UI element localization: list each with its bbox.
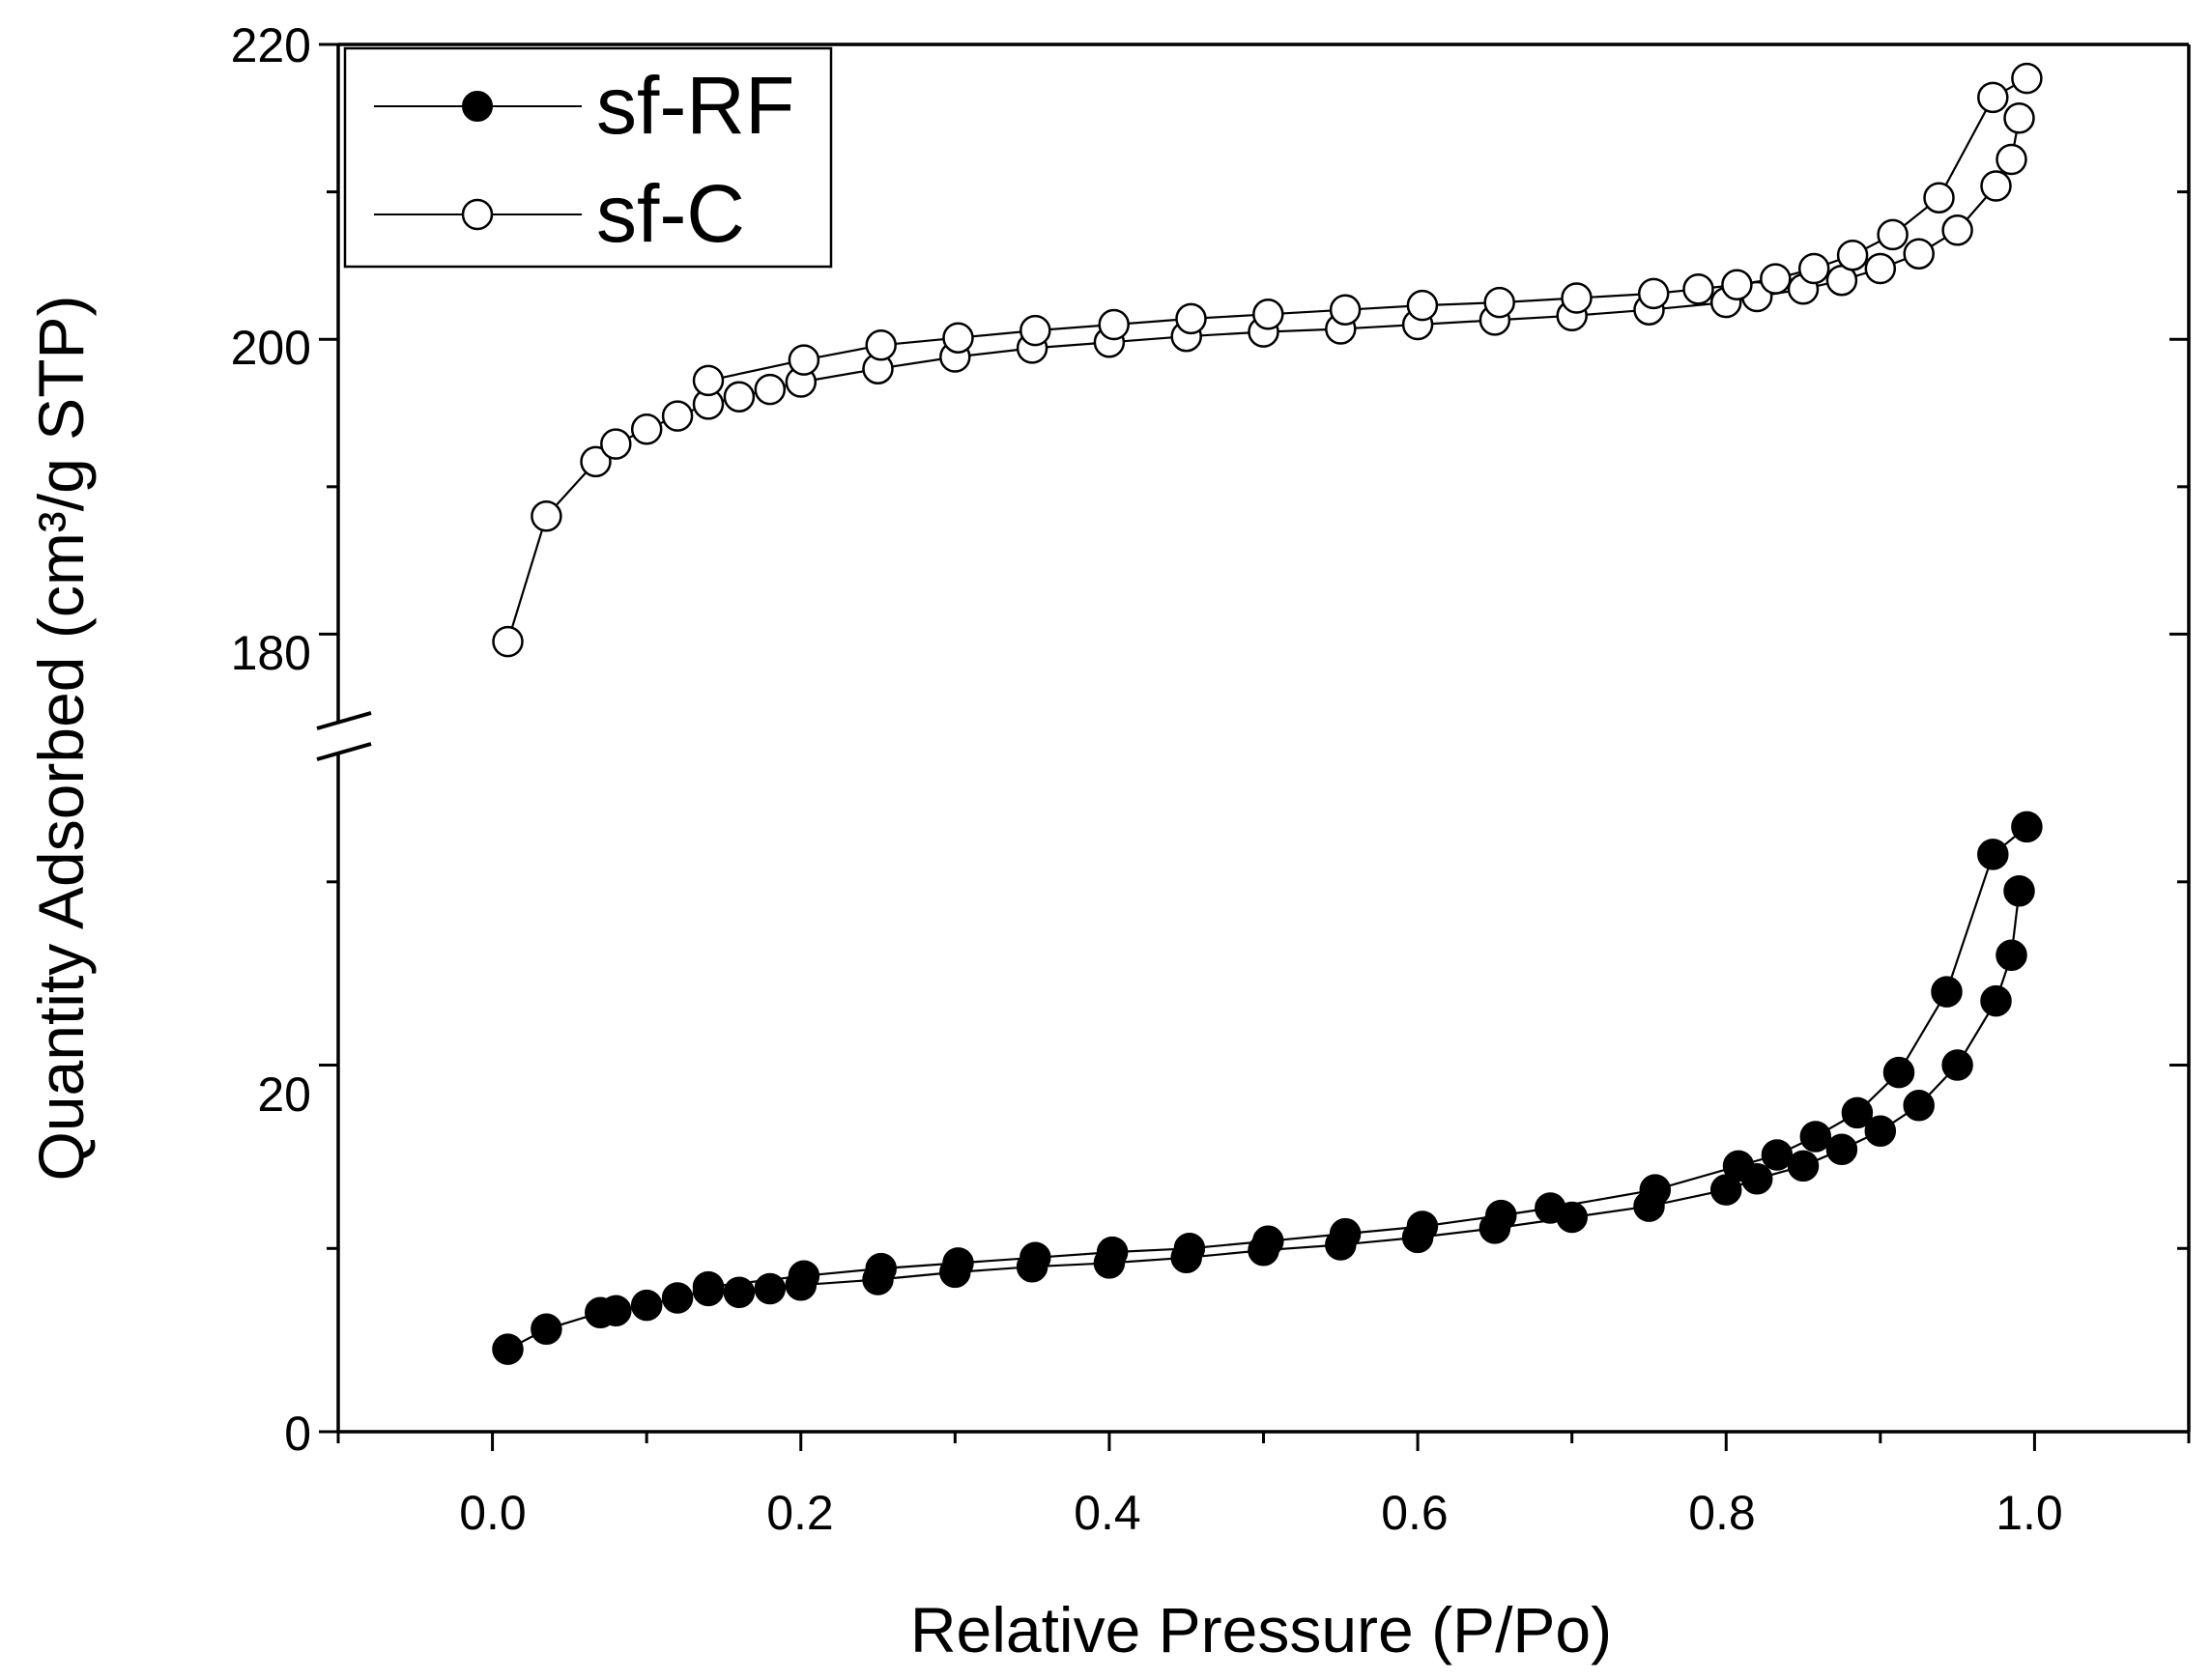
data-point-sf-rf-desorption xyxy=(1019,1241,1051,1274)
data-point-sf-c-desorption xyxy=(1483,286,1515,319)
data-point-sf-c-desorption xyxy=(2011,62,2043,95)
data-point-sf-rf-desorption xyxy=(1931,976,1963,1008)
data-point-sf-c-desorption xyxy=(1019,314,1051,347)
data-point-sf-c-adsorption xyxy=(723,381,756,413)
data-point-sf-c-adsorption xyxy=(661,400,694,432)
data-point-sf-c-desorption xyxy=(1836,239,1869,271)
data-point-sf-c-adsorption xyxy=(1941,214,1973,246)
x-tick-label: 0.2 xyxy=(766,1486,834,1540)
y-tick-labels: 0 20 180 200 220 xyxy=(231,18,311,1461)
data-point-sf-rf-desorption xyxy=(865,1252,897,1285)
data-point-sf-c-desorption xyxy=(1682,273,1714,305)
data-point-sf-rf-desorption xyxy=(788,1260,820,1292)
data-point-sf-rf-adsorption xyxy=(1941,1049,1973,1081)
data-point-sf-rf-desorption xyxy=(1841,1096,1874,1129)
data-point-sf-c-adsorption xyxy=(1996,143,2027,176)
data-point-sf-rf-desorption xyxy=(692,1270,725,1303)
data-point-sf-rf-desorption xyxy=(1639,1174,1672,1206)
y-tick-label: 0 xyxy=(284,1407,311,1461)
data-point-sf-rf-adsorption xyxy=(1903,1090,1935,1122)
y-tick-label: 220 xyxy=(231,18,311,72)
data-point-sf-rf-adsorption xyxy=(723,1276,756,1309)
data-point-sf-c-desorption xyxy=(1561,282,1593,314)
data-point-sf-c-adsorption xyxy=(754,373,787,406)
data-point-sf-rf-adsorption xyxy=(600,1295,632,1327)
data-point-sf-rf-desorption xyxy=(1173,1233,1206,1265)
data-point-sf-c-desorption xyxy=(1637,277,1670,310)
x-tick-label: 0.6 xyxy=(1381,1486,1449,1540)
data-point-sf-rf-desorption xyxy=(1882,1056,1915,1089)
data-point-sf-c-desorption xyxy=(1406,289,1439,322)
data-point-sf-rf-adsorption xyxy=(531,1313,562,1346)
data-point-sf-c-desorption xyxy=(692,364,725,397)
data-point-sf-c-adsorption xyxy=(600,428,632,460)
data-point-sf-rf-desorption xyxy=(942,1247,974,1279)
y-tick-label: 200 xyxy=(231,321,311,375)
legend-box xyxy=(343,46,833,269)
data-point-sf-c-adsorption xyxy=(580,445,612,478)
data-point-sf-c-desorption xyxy=(1721,269,1753,301)
data-point-sf-c-desorption xyxy=(942,322,974,354)
data-point-sf-rf-adsorption xyxy=(1825,1133,1858,1166)
data-point-sf-rf-adsorption xyxy=(1787,1150,1820,1182)
y-axis-title: Quantity Adsorbed (cm³/g STP) xyxy=(25,295,97,1181)
data-point-sf-rf-adsorption xyxy=(1996,939,2027,971)
data-point-sf-c-adsorption xyxy=(1864,252,1897,285)
data-point-sf-c-adsorption xyxy=(492,625,524,658)
data-point-sf-rf-adsorption xyxy=(492,1333,524,1365)
x-tick-label: 0.8 xyxy=(1688,1486,1756,1540)
data-point-sf-c-adsorption xyxy=(1980,170,2012,202)
data-point-sf-rf-desorption xyxy=(1329,1217,1362,1250)
x-axis-title: Relative Pressure (P/Po) xyxy=(910,1594,1612,1666)
y-tick-label: 180 xyxy=(231,626,311,680)
data-point-sf-c-adsorption xyxy=(630,413,663,445)
data-point-sf-rf-desorption xyxy=(1406,1210,1439,1242)
data-point-sf-rf-adsorption xyxy=(1864,1115,1897,1148)
series-line-sf-c-desorption xyxy=(707,77,2027,382)
data-point-sf-c-desorption xyxy=(1329,294,1362,326)
data-point-sf-c-adsorption xyxy=(2003,102,2035,134)
data-point-sf-rf-desorption xyxy=(1535,1192,1566,1224)
data-point-sf-rf-desorption xyxy=(1722,1150,1755,1182)
y-tick-label: 20 xyxy=(257,1068,311,1122)
data-point-sf-rf-desorption xyxy=(1799,1121,1832,1153)
data-point-sf-c-desorption xyxy=(1175,302,1207,335)
data-point-sf-c-adsorption xyxy=(531,500,562,532)
data-point-sf-c-desorption xyxy=(788,344,820,376)
series-layer xyxy=(492,62,2043,1365)
data-point-sf-rf-desorption xyxy=(1977,839,2009,870)
legend-label-sf-rf: sf-RF xyxy=(596,60,794,151)
data-point-sf-rf-desorption xyxy=(1761,1139,1794,1171)
data-point-sf-c-adsorption xyxy=(1903,238,1935,270)
x-tick-label: 0.4 xyxy=(1074,1486,1141,1540)
legend-marker-sf-rf xyxy=(462,91,493,122)
axis-break-mark xyxy=(316,711,372,761)
data-point-sf-rf-adsorption xyxy=(1980,984,2012,1017)
data-point-sf-c-desorption xyxy=(1760,263,1792,295)
data-point-sf-rf-adsorption xyxy=(661,1282,694,1314)
legend-label-sf-c: sf-C xyxy=(596,168,745,259)
data-point-sf-rf-desorption xyxy=(1252,1225,1284,1257)
x-tick-labels: 0.0 0.2 0.4 0.6 0.8 1.0 xyxy=(459,1486,2063,1540)
data-point-sf-rf-desorption xyxy=(2011,811,2043,843)
data-point-sf-c-desorption xyxy=(1252,299,1284,330)
data-point-sf-c-desorption xyxy=(1098,308,1130,341)
data-point-sf-rf-adsorption xyxy=(630,1289,663,1322)
legend-marker-sf-c xyxy=(461,198,494,231)
data-point-sf-c-desorption xyxy=(1877,218,1909,251)
legend: sf-RF sf-C xyxy=(343,46,833,269)
data-point-sf-c-desorption xyxy=(1977,81,2009,114)
data-point-sf-c-desorption xyxy=(1923,182,1955,214)
data-point-sf-c-desorption xyxy=(865,329,897,361)
data-point-sf-c-desorption xyxy=(1797,252,1830,285)
x-tick-label: 1.0 xyxy=(1996,1486,2063,1540)
data-point-sf-rf-adsorption xyxy=(754,1272,787,1305)
data-point-sf-rf-adsorption xyxy=(2003,875,2035,907)
data-point-sf-rf-desorption xyxy=(1096,1236,1129,1268)
data-point-sf-rf-desorption xyxy=(1485,1199,1517,1232)
tick-layer xyxy=(319,43,2191,1451)
x-tick-label: 0.0 xyxy=(459,1486,527,1540)
